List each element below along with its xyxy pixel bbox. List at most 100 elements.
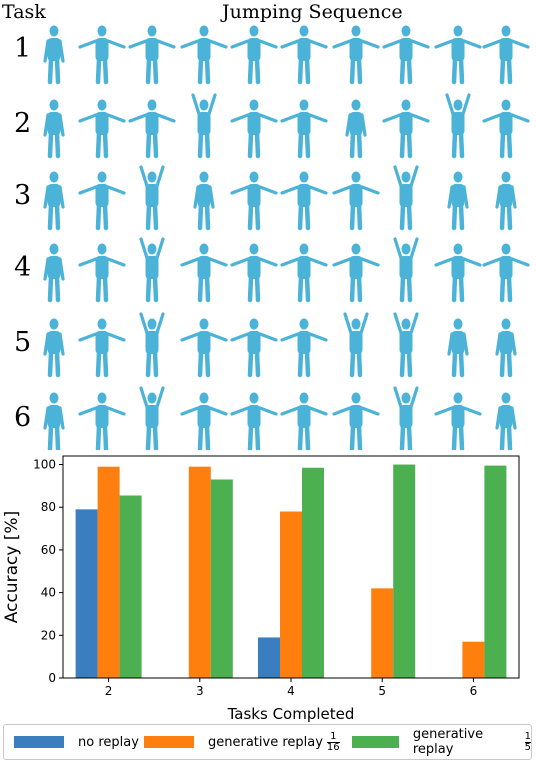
- human-figure: [332, 243, 380, 303]
- x-tick-label: 3: [196, 684, 204, 698]
- human-figure: [230, 99, 278, 159]
- y-tick-label: 60: [41, 543, 56, 557]
- bar-series-0-cat-4: [258, 637, 280, 678]
- bar-series-1-cat-6: [462, 641, 485, 678]
- human-figure: [230, 392, 278, 450]
- human-figure: [230, 318, 278, 378]
- bar-series-0-cat-2: [75, 509, 98, 678]
- human-figure: [128, 25, 176, 85]
- human-figure: [393, 165, 419, 231]
- human-figure: [445, 93, 471, 159]
- human-figure: [78, 99, 126, 159]
- legend-label-replay-1-16: generative replay: [208, 734, 323, 750]
- human-figure: [280, 243, 328, 303]
- human-figure: [280, 392, 328, 450]
- bar-series-2-cat-3: [210, 479, 233, 678]
- human-figure: [43, 243, 65, 303]
- human-figure: [280, 171, 328, 231]
- fraction-bar: [326, 741, 340, 743]
- legend-swatch-replay-1-16: [144, 736, 194, 748]
- human-figure: [280, 318, 328, 378]
- human-figure: [230, 171, 278, 231]
- fraction-bar: [524, 741, 531, 743]
- human-figure: [447, 318, 469, 378]
- x-tick-label: 6: [470, 684, 478, 698]
- legend: no replay generative replay 1 16 generat…: [3, 724, 532, 760]
- human-figure: [280, 25, 328, 85]
- human-figure: [128, 99, 176, 159]
- y-tick-label: 40: [41, 586, 56, 600]
- y-tick-label: 0: [48, 671, 56, 685]
- legend-label-no-replay: no replay: [78, 734, 139, 750]
- y-axis-label: Accuracy [%]: [2, 511, 22, 623]
- task-number-3: 3: [14, 180, 32, 211]
- human-figure: [482, 25, 530, 85]
- human-figure: [78, 171, 126, 231]
- human-figure: [43, 318, 65, 378]
- legend-fraction-1-16: 1 16: [326, 730, 340, 753]
- x-tick-label: 2: [105, 684, 113, 698]
- legend-swatch-replay-1-5: [352, 736, 399, 748]
- human-figure: [78, 25, 126, 85]
- task-number-6: 6: [14, 402, 32, 433]
- bar-series-2-cat-2: [119, 495, 142, 678]
- y-tick-label: 20: [41, 628, 56, 642]
- human-figure: [495, 392, 517, 450]
- human-figure: [332, 25, 380, 85]
- human-figure: [43, 99, 65, 159]
- task-number-2: 2: [14, 108, 32, 139]
- task-header: Task: [2, 1, 46, 23]
- task-number-4: 4: [14, 252, 32, 283]
- human-figure: [139, 165, 165, 231]
- human-figure: [180, 243, 228, 303]
- bar-series-1-cat-4: [280, 511, 302, 678]
- human-figure: [382, 25, 430, 85]
- fraction-numerator: 1: [524, 730, 531, 742]
- human-figure: [495, 171, 517, 231]
- human-figure: [280, 99, 328, 159]
- human-figure: [191, 93, 217, 159]
- legend-fraction-1-5: 1 5: [524, 730, 531, 753]
- human-figure: [332, 171, 380, 231]
- bar-series-1-cat-5: [371, 588, 394, 678]
- fraction-numerator: 1: [330, 730, 337, 742]
- y-tick-label: 100: [33, 458, 56, 472]
- human-figure: [139, 386, 165, 450]
- task-number-5: 5: [14, 327, 32, 358]
- human-figure: [193, 171, 215, 231]
- human-figure: [180, 25, 228, 85]
- human-figure: [434, 243, 482, 303]
- legend-item-no-replay: no replay: [14, 725, 139, 759]
- bar-series-2-cat-6: [484, 465, 507, 678]
- human-figure: [180, 392, 228, 450]
- human-figure: [434, 392, 482, 450]
- legend-item-replay-1-5: generative replay 1 5: [352, 725, 531, 759]
- legend-swatch-no-replay: [14, 736, 64, 748]
- human-figure: [382, 99, 430, 159]
- task-number-1: 1: [14, 33, 32, 64]
- human-figure: [230, 25, 278, 85]
- human-figure: [343, 312, 369, 378]
- legend-item-replay-1-16: generative replay 1 16: [144, 725, 340, 759]
- bar-series-1-cat-3: [188, 466, 211, 678]
- y-tick-label: 80: [41, 500, 56, 514]
- figure-grid: [43, 25, 530, 450]
- x-axis-label: Tasks Completed: [227, 705, 355, 723]
- human-figure: [393, 312, 419, 378]
- x-tick-label: 4: [287, 684, 295, 698]
- bar-series-2-cat-5: [393, 464, 416, 678]
- bar-series-1-cat-2: [97, 466, 120, 678]
- human-figure: [43, 171, 65, 231]
- human-figure: [393, 237, 419, 303]
- human-figure: [78, 243, 126, 303]
- human-figure: [332, 392, 380, 450]
- fraction-denominator: 16: [326, 741, 340, 753]
- human-figure: [393, 386, 419, 450]
- human-figure: [139, 237, 165, 303]
- human-figure: [482, 243, 530, 303]
- human-figure: [447, 171, 469, 231]
- fraction-denominator: 5: [524, 741, 531, 753]
- human-figure: [180, 318, 228, 378]
- x-tick-label: 5: [378, 684, 386, 698]
- sequence-title: Jumping Sequence: [222, 1, 403, 23]
